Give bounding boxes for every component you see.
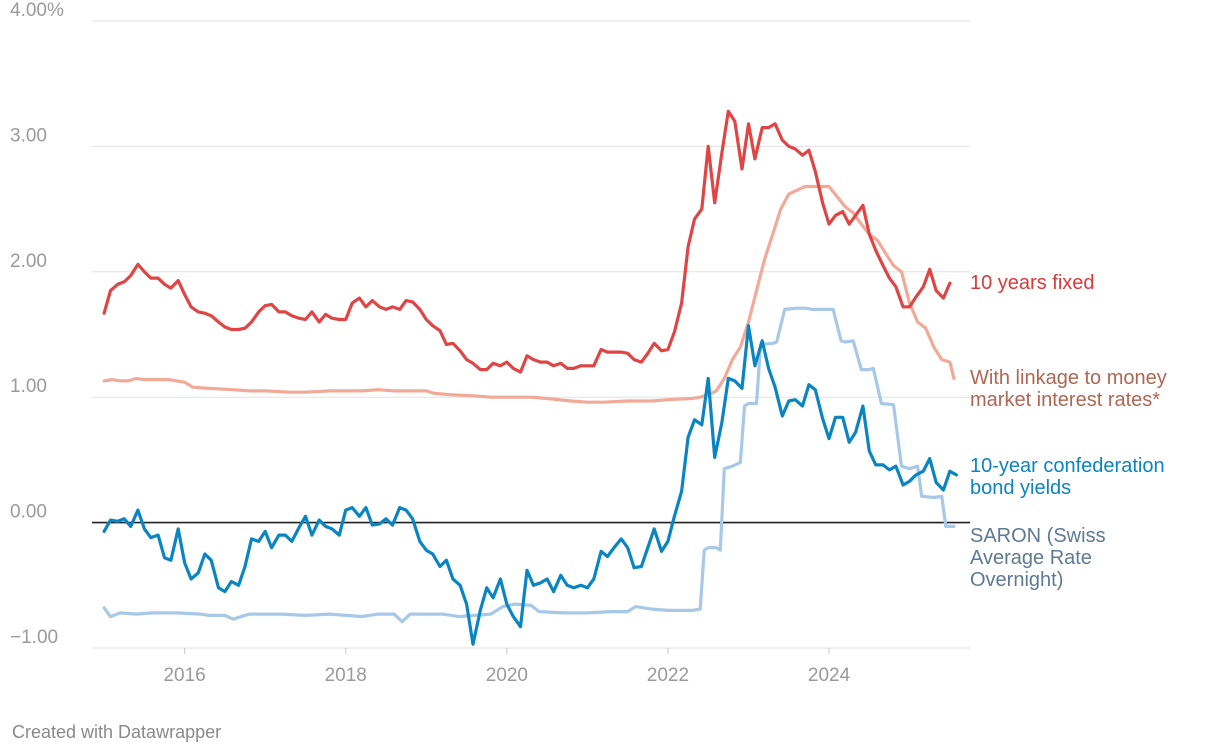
series-label-with-linkage-to-money-market-interest-rates: market interest rates* [970, 389, 1160, 411]
x-tick-label: 2016 [163, 665, 205, 686]
series-label-saron-swiss-average-rate-overnight: Overnight) [970, 569, 1063, 591]
y-tick-label: 2.00 [10, 251, 47, 272]
y-tick-label: 1.00 [10, 376, 47, 397]
x-tick-label: 2018 [325, 665, 367, 686]
x-axis-tick-labels: 2016 2018 2020 2022 2024 [163, 648, 851, 686]
series-line-saron-swiss-average-rate-overnight [102, 306, 956, 624]
y-axis-tick-labels: 4.00% 3.00 2.00 1.00 0.00 −1.00 [10, 0, 64, 648]
gridlines [92, 20, 970, 649]
series-label-10-years-fixed: 10 years fixed [970, 272, 1095, 294]
series-lines [102, 109, 958, 646]
series-label-10-year-confederation-bond-yields: 10-year confederation [970, 455, 1165, 477]
series-label-with-linkage-to-money-market-interest-rates: With linkage to money [970, 367, 1167, 389]
series-line-10-years-fixed [102, 109, 952, 374]
series-label-10-year-confederation-bond-yields: bond yields [970, 477, 1071, 499]
series-line-10-year-confederation-bond-yields [102, 324, 958, 646]
series-label-saron-swiss-average-rate-overnight: SARON (Swiss [970, 525, 1106, 547]
y-tick-label: 4.00% [10, 0, 64, 21]
credit-footer: Created with Datawrapper [12, 722, 222, 742]
x-tick-label: 2020 [486, 665, 528, 686]
y-tick-label: 3.00 [10, 125, 47, 146]
y-tick-label: −1.00 [10, 627, 58, 648]
series-label-saron-swiss-average-rate-overnight: Average Rate [970, 547, 1092, 569]
y-tick-label: 0.00 [10, 502, 47, 523]
x-tick-label: 2024 [808, 665, 851, 686]
x-tick-label: 2022 [647, 665, 689, 686]
